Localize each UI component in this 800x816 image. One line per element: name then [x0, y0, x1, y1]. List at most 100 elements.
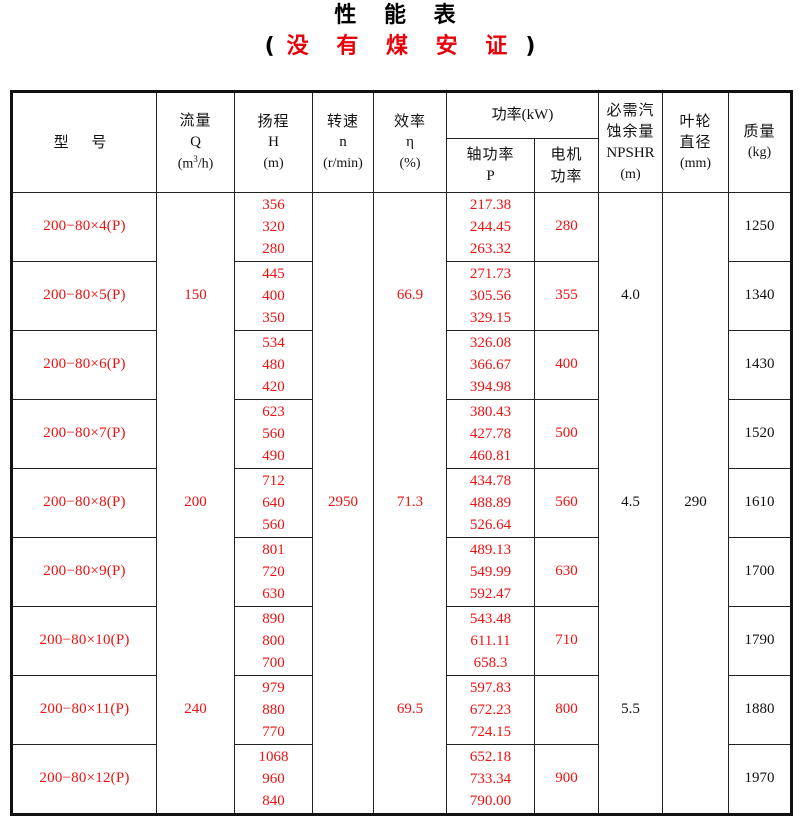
- cell-head-value: 534: [262, 335, 285, 351]
- cell-head-value: 630: [262, 586, 285, 602]
- cell-mass: 1340: [728, 261, 792, 331]
- cell-shaft-power-value: 366.67: [469, 357, 512, 373]
- cell-head-value: 320: [262, 219, 285, 235]
- cell-mass: 1250: [728, 192, 792, 262]
- cell-motor-power: 280: [534, 192, 599, 262]
- header-head: 扬程 H (m): [234, 91, 313, 193]
- shaft-power-values-stack: 326.08 366.67 394.98: [447, 331, 534, 399]
- cell-model: 200−80×4(P): [11, 192, 157, 262]
- table-row: 200−80×11(P) 979 880 770 597.83 672.23 7…: [11, 675, 792, 745]
- cell-head: 445 400 350: [234, 261, 313, 331]
- header-motor-power: 电机 功率: [534, 138, 599, 193]
- cell-shaft-power-value: 489.13: [469, 542, 512, 558]
- header-flow: 流量 Q (m3/h): [156, 91, 235, 193]
- page-subtitle: (没 有 煤 安 证): [0, 30, 800, 64]
- cell-head: 623 560 490: [234, 399, 313, 469]
- header-motor-power-line1: 电机: [550, 144, 583, 163]
- cell-model: 200−80×5(P): [11, 261, 157, 331]
- cell-shaft-power-value: 592.47: [469, 586, 512, 602]
- table-row: 200−80×4(P) 150 200 240 356 320 280 2950: [11, 192, 792, 815]
- cell-shaft-power-value: 434.78: [469, 473, 512, 489]
- cell-shaft-power: 380.43 427.78 460.81: [446, 399, 535, 469]
- cell-head-value: 700: [262, 655, 285, 671]
- cell-head-value: 840: [262, 793, 285, 809]
- header-mass: 质量 (kg): [728, 91, 792, 193]
- cell-npshr-value: 4.0: [621, 287, 640, 304]
- head-values-stack: 712 640 560: [235, 469, 312, 537]
- cell-shaft-power: 597.83 672.23 724.15: [446, 675, 535, 745]
- head-values-stack: 356 320 280: [235, 193, 312, 261]
- header-flow-unit-post: /h): [197, 156, 214, 172]
- cell-npshr-value: 5.5: [621, 700, 640, 717]
- cell-shaft-power: 543.48 611.11 658.3: [446, 606, 535, 676]
- npshr-values-stack: 4.0 4.5 5.5: [599, 193, 662, 813]
- shaft-power-values-stack: 434.78 488.89 526.64: [447, 469, 534, 537]
- cell-mass: 1520: [728, 399, 792, 469]
- shaft-power-values-stack: 489.13 549.99 592.47: [447, 538, 534, 606]
- shaft-power-values-stack: 380.43 427.78 460.81: [447, 400, 534, 468]
- cell-motor-power: 710: [534, 606, 599, 676]
- cell-shaft-power-value: 326.08: [469, 335, 512, 351]
- header-speed-symbol: n: [339, 134, 347, 151]
- cell-head: 356 320 280: [234, 192, 313, 262]
- cell-shaft-power-value: 427.78: [469, 426, 512, 442]
- cell-shaft-power: 434.78 488.89 526.64: [446, 468, 535, 538]
- cell-mass: 1700: [728, 537, 792, 607]
- cell-shaft-power-value: 790.00: [469, 793, 512, 809]
- table-header-row-1: 型 号 流量 Q (m3/h) 扬程 H (m) 转速 n (r/min): [11, 91, 792, 193]
- cell-model: 200−80×11(P): [11, 675, 157, 745]
- cell-motor-power: 630: [534, 537, 599, 607]
- header-speed-cn: 转速: [326, 111, 359, 130]
- cell-motor-power: 400: [534, 330, 599, 400]
- header-mass-unit: (kg): [747, 145, 772, 161]
- cell-shaft-power-value: 658.3: [473, 655, 508, 671]
- header-impeller-diameter: 叶轮 直径 (mm): [662, 91, 729, 193]
- cell-model: 200−80×10(P): [11, 606, 157, 676]
- cell-mass: 1430: [728, 330, 792, 400]
- header-npshr: 必需汽 蚀余量 NPSHR (m): [598, 91, 663, 193]
- cell-motor-power: 560: [534, 468, 599, 538]
- cell-efficiency-value: 69.5: [396, 700, 424, 717]
- header-flow-cn: 流量: [179, 110, 212, 129]
- cell-head-value: 960: [262, 771, 285, 787]
- header-npshr-line2: 蚀余量: [606, 122, 655, 141]
- cell-motor-power: 800: [534, 675, 599, 745]
- cell-mass: 1880: [728, 675, 792, 745]
- head-values-stack: 445 400 350: [235, 262, 312, 330]
- head-values-stack: 1068 960 840: [235, 745, 312, 813]
- cell-shaft-power-value: 652.18: [469, 749, 512, 765]
- efficiency-values-stack: 66.9 71.3 69.5: [374, 193, 446, 813]
- performance-table-wrapper: 型 号 流量 Q (m3/h) 扬程 H (m) 转速 n (r/min): [10, 90, 793, 816]
- cell-head-value: 1068: [258, 749, 289, 765]
- cell-shaft-power-value: 611.11: [470, 633, 511, 649]
- header-power-group: 功率(kW): [446, 91, 599, 139]
- shaft-power-values-stack: 217.38 244.45 263.32: [447, 193, 534, 261]
- table-row: 200−80×8(P) 712 640 560 434.78 488.89 52…: [11, 468, 792, 538]
- table-row: 200−80×12(P) 1068 960 840 652.18 733.34 …: [11, 744, 792, 815]
- cell-motor-power: 500: [534, 399, 599, 469]
- header-shaft-power: 轴功率 P: [446, 138, 535, 193]
- cell-shaft-power-value: 394.98: [469, 379, 512, 395]
- header-mass-line1: 质量: [743, 122, 776, 141]
- cell-head-value: 880: [262, 702, 285, 718]
- cell-impeller-diameter: 290: [662, 192, 729, 815]
- performance-table: 型 号 流量 Q (m3/h) 扬程 H (m) 转速 n (r/min): [10, 90, 793, 816]
- header-motor-power-line2: 功率: [550, 166, 583, 185]
- header-impeller-unit: (mm): [679, 156, 712, 172]
- cell-head-value: 490: [262, 448, 285, 464]
- cell-head-value: 480: [262, 357, 285, 373]
- cell-head-value: 800: [262, 633, 285, 649]
- cell-head: 979 880 770: [234, 675, 313, 745]
- header-npshr-line1: 必需汽: [606, 100, 655, 119]
- header-shaft-power-symbol: P: [486, 167, 495, 184]
- table-row: 200−80×9(P) 801 720 630 489.13 549.99 59…: [11, 537, 792, 607]
- header-npshr-unit: (m): [620, 166, 641, 182]
- header-flow-symbol: Q: [190, 133, 201, 150]
- cell-head-value: 420: [262, 379, 285, 395]
- cell-shaft-power: 326.08 366.67 394.98: [446, 330, 535, 400]
- table-row: 200−80×6(P) 534 480 420 326.08 366.67 39…: [11, 330, 792, 400]
- cell-motor-power: 900: [534, 744, 599, 815]
- cell-flow-value: 200: [184, 494, 207, 511]
- cell-head-value: 770: [262, 724, 285, 740]
